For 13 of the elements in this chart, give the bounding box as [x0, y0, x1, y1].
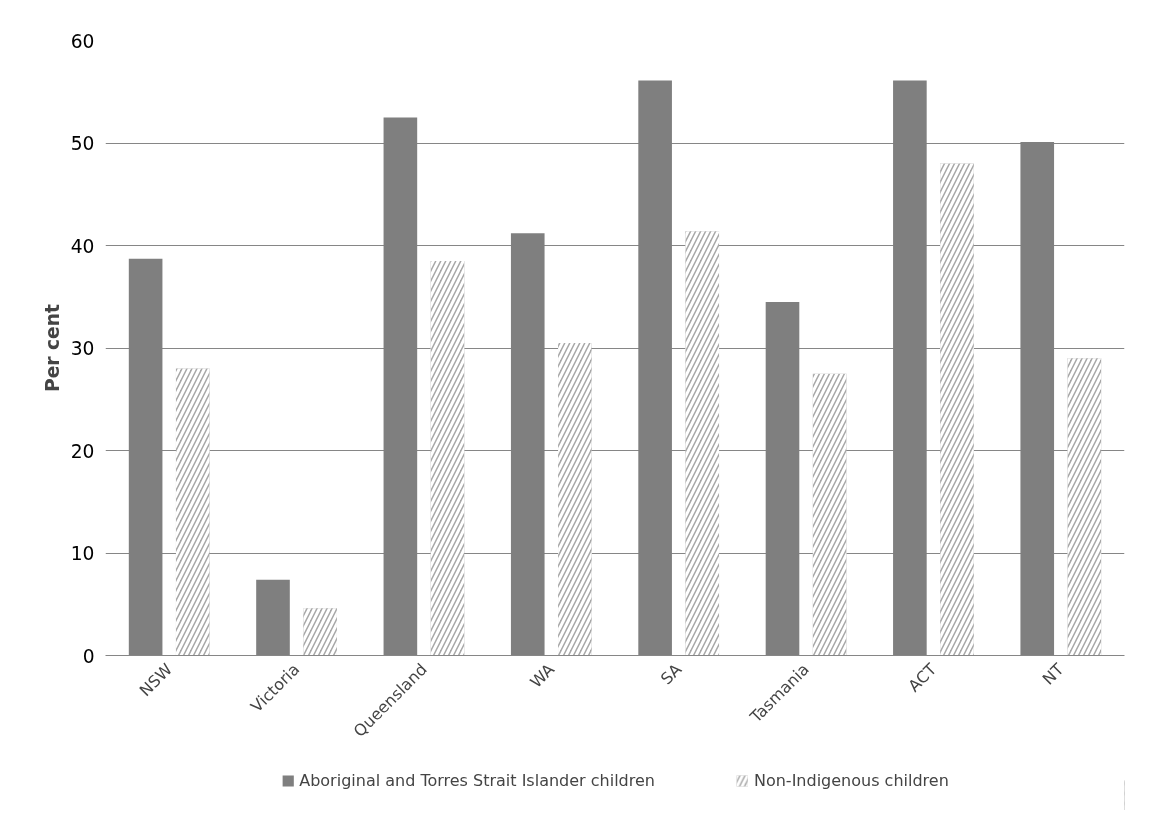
- y-tick-label: 20: [70, 440, 95, 462]
- y-axis-title: Per cent: [41, 303, 63, 392]
- y-tick-label: 0: [82, 645, 95, 667]
- y-tick-label: 60: [70, 30, 95, 52]
- y-tick-label: 10: [70, 543, 95, 564]
- x-tick-label: WA: [526, 659, 559, 692]
- y-tick-label: 40: [70, 235, 95, 257]
- legend-label: Aboriginal and Torres Strait Islander children: [299, 770, 655, 790]
- legend-label: Non-Indigenous children: [753, 770, 949, 790]
- y-tick-label: 50: [70, 133, 95, 154]
- x-tick-label: SA: [656, 659, 686, 689]
- y-tick-label: 30: [70, 338, 95, 359]
- x-tick-label: NT: [1038, 659, 1068, 689]
